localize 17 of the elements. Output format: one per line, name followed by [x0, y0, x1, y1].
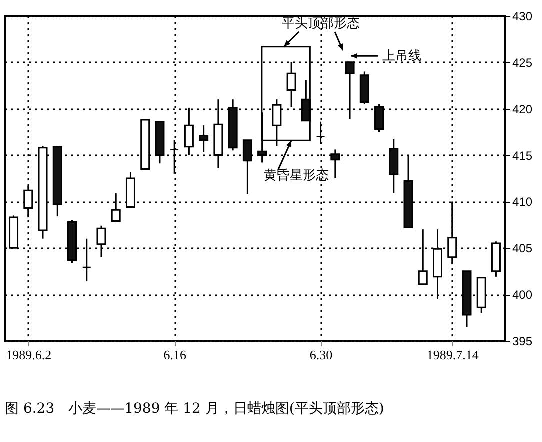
x-tick-label: 1989.7.14: [426, 348, 480, 362]
y-tick-label: 415: [512, 148, 533, 163]
annotation: 黄昏星形态: [264, 168, 330, 184]
y-tick-label: 410: [512, 195, 533, 210]
y-tick-label: 400: [512, 288, 533, 302]
x-tick-label: 1989.6.2: [6, 348, 52, 362]
candlestick: [199, 124, 209, 154]
annotation: 上吊线: [382, 48, 422, 64]
text: 图 6.23 小麦——1989 年 12 月，日蜡烛图(平头顶部形态): [5, 401, 384, 417]
x-tick-label: 6.30: [310, 348, 333, 362]
annotation: 平头顶部形态: [282, 16, 360, 32]
x-tick-label: 6.16: [164, 348, 187, 362]
y-tick-label: 430: [512, 10, 533, 24]
y-tick-label: 405: [512, 242, 533, 256]
y-tick-label: 420: [512, 102, 533, 116]
y-tick-label: 395: [512, 334, 533, 348]
y-tick-label: 425: [512, 56, 533, 70]
